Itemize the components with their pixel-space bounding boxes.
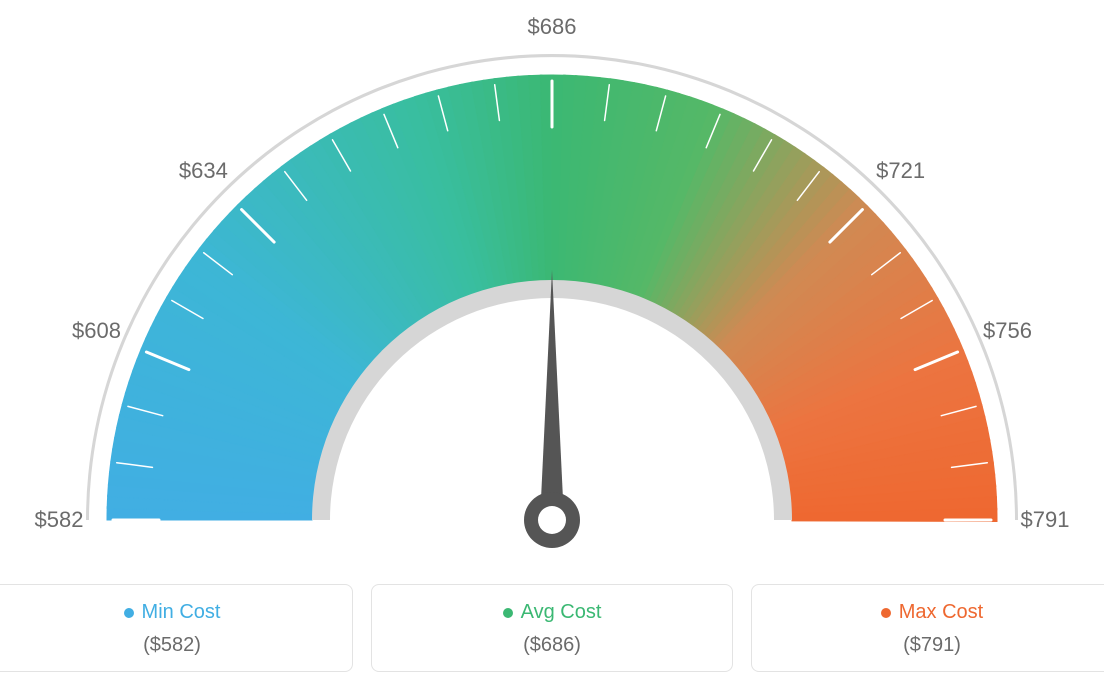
legend-dot-max bbox=[881, 608, 891, 618]
legend-label-avg: Avg Cost bbox=[521, 601, 602, 624]
legend-value-max: ($791) bbox=[762, 634, 1102, 657]
legend-title-min: Min Cost bbox=[124, 601, 221, 624]
gauge-svg bbox=[0, 0, 1104, 570]
tick-label: $634 bbox=[179, 158, 228, 184]
legend-label-max: Max Cost bbox=[899, 601, 983, 624]
legend-row: Min Cost ($582) Avg Cost ($686) Max Cost… bbox=[0, 584, 1104, 672]
legend-card-min: Min Cost ($582) bbox=[0, 584, 353, 672]
legend-label-min: Min Cost bbox=[142, 601, 221, 624]
legend-card-max: Max Cost ($791) bbox=[751, 584, 1104, 672]
tick-label: $756 bbox=[983, 318, 1032, 344]
tick-label: $608 bbox=[72, 318, 121, 344]
legend-dot-avg bbox=[503, 608, 513, 618]
legend-dot-min bbox=[124, 608, 134, 618]
legend-title-max: Max Cost bbox=[881, 601, 983, 624]
tick-label: $686 bbox=[528, 14, 577, 40]
cost-gauge-figure: $582 $608 $634 $686 $721 $756 $791 Min Cost ($… bbox=[0, 0, 1104, 690]
legend-title-avg: Avg Cost bbox=[503, 601, 602, 624]
tick-label: $791 bbox=[1021, 507, 1070, 533]
legend-value-avg: ($686) bbox=[382, 634, 722, 657]
tick-label: $721 bbox=[876, 158, 925, 184]
legend-card-avg: Avg Cost ($686) bbox=[371, 584, 733, 672]
tick-label: $582 bbox=[35, 507, 84, 533]
legend-value-min: ($582) bbox=[2, 634, 342, 657]
gauge-area: $582 $608 $634 $686 $721 $756 $791 bbox=[0, 0, 1104, 570]
